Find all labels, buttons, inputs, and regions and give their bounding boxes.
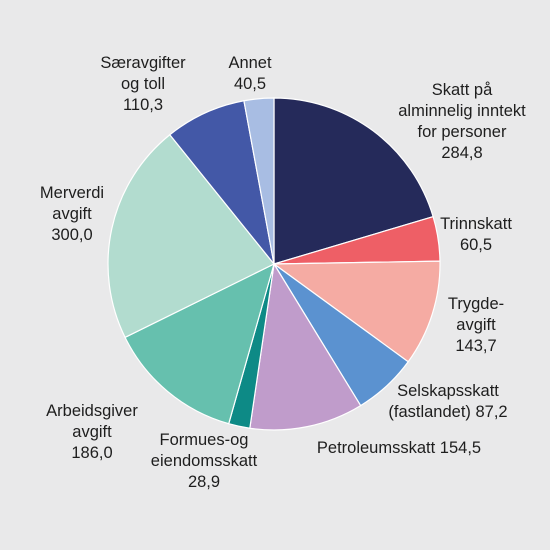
slice-name-label: for personer xyxy=(418,123,507,141)
pie-slice xyxy=(249,262,362,431)
slice-name-label: Merverdi xyxy=(40,184,104,202)
slice-name-label: avgift xyxy=(52,205,92,223)
slice-label: Skatt på alminnelig inntekt for personer 28… xyxy=(398,81,526,162)
slice-name-label: alminnelig inntekt xyxy=(398,102,526,120)
slice-name-label: avgift xyxy=(456,316,496,334)
slice-name-label: Arbeidsgiver xyxy=(46,402,138,420)
pie-slice xyxy=(273,97,434,265)
slice-label: Arbeidsgiver avgift 186,0 xyxy=(46,402,138,462)
slice-value-label: Petroleumsskatt 154,5 xyxy=(317,439,481,457)
slice-label: Formues-og eiendomsskatt 28,9 xyxy=(151,431,258,491)
slice-label: Selskapsskatt (fastlandet) 87,2 xyxy=(388,382,507,421)
slice-label: Trinnskatt 60,5 xyxy=(440,215,512,254)
slice-value-label: 40,5 xyxy=(234,75,266,93)
slice-value-label: 28,9 xyxy=(188,473,220,491)
slice-value-label: 110,3 xyxy=(123,96,163,114)
slice-name-label: Skatt på xyxy=(432,81,493,99)
pie-slice xyxy=(107,133,275,339)
slice-name-label: og toll xyxy=(121,75,165,93)
slice-label: Merverdi avgift 300,0 xyxy=(40,184,104,244)
slice-value-label: 300,0 xyxy=(51,226,92,244)
slice-value-label: 143,7 xyxy=(455,337,496,355)
labels-layer: Skatt på alminnelig inntekt for personer 28… xyxy=(40,54,526,491)
slice-name-label: Selskapsskatt xyxy=(397,382,499,400)
slice-value-label: 284,8 xyxy=(441,144,482,162)
pie-slice xyxy=(124,262,275,425)
slices-layer xyxy=(107,97,441,431)
slice-value-label: 60,5 xyxy=(460,236,492,254)
slice-label: Annet 40,5 xyxy=(228,54,272,93)
slice-name-label: eiendomsskatt xyxy=(151,452,258,470)
slice-name-label: avgift xyxy=(72,423,112,441)
slice-label: Særavgifter og toll 110,3 xyxy=(100,54,186,114)
slice-value-label: (fastlandet) 87,2 xyxy=(388,403,507,421)
slice-name-label: Trinnskatt xyxy=(440,215,512,233)
slice-value-label: 186,0 xyxy=(71,444,112,462)
slice-name-label: Annet xyxy=(228,54,272,72)
slice-label: Trygde-avgift 143,7 xyxy=(448,295,504,355)
pie-slice xyxy=(243,97,275,265)
slice-label: Petroleumsskatt 154,5 xyxy=(317,439,481,457)
slice-name-label: Særavgifter xyxy=(100,54,186,72)
slice-name-label: Formues-og xyxy=(160,431,249,449)
pie-slice xyxy=(272,260,441,363)
slice-name-label: Trygde- xyxy=(448,295,504,313)
